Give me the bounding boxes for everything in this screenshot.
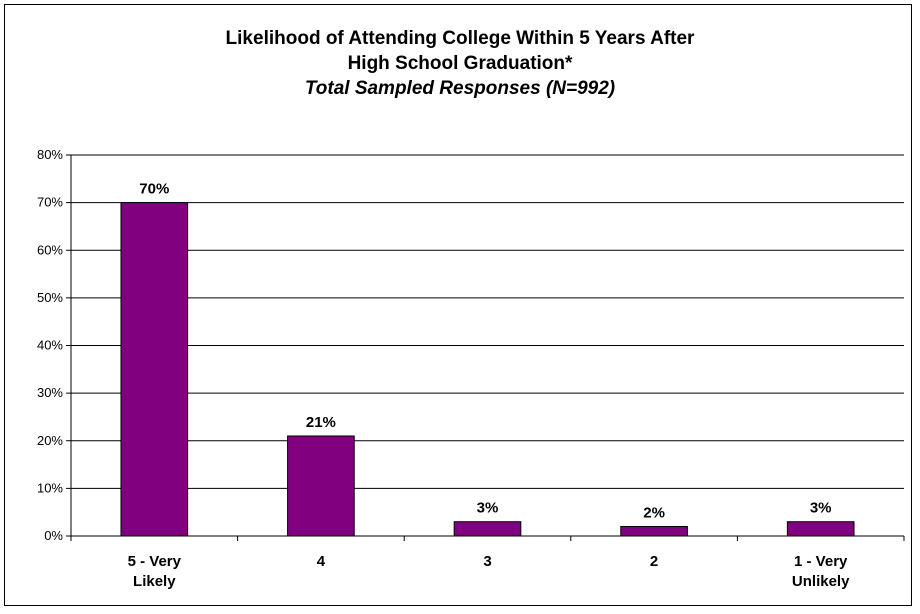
data-label: 21% <box>306 414 336 431</box>
x-category-label: 2 <box>650 553 658 570</box>
y-tick-label: 40% <box>37 338 63 353</box>
data-label: 2% <box>643 504 665 521</box>
chart-subtitle: Total Sampled Responses (N=992) <box>304 78 616 99</box>
y-tick-label: 30% <box>37 385 63 400</box>
y-tick-label: 0% <box>44 528 63 543</box>
data-label: 70% <box>139 181 169 198</box>
bar <box>453 521 522 537</box>
x-category-label: Unlikely <box>792 573 850 590</box>
y-tick-label: 50% <box>37 290 63 305</box>
bar <box>287 435 355 537</box>
y-tick-label: 80% <box>37 147 63 162</box>
chart-title-line-1: Likelihood of Attending College Within 5… <box>225 28 695 49</box>
chart-title-line-2: High School Graduation* <box>347 53 573 74</box>
data-label: 3% <box>477 500 499 517</box>
x-category-label: 1 - Very <box>794 553 848 570</box>
x-category-label: 3 <box>483 553 491 570</box>
x-category-label: 4 <box>317 553 326 570</box>
data-label: 3% <box>810 500 832 517</box>
y-tick-label: 60% <box>37 242 63 257</box>
bar <box>620 525 688 537</box>
y-tick-label: 10% <box>37 480 63 495</box>
bar <box>786 521 855 537</box>
x-category-label: 5 - Very <box>128 553 182 570</box>
y-tick-label: 70% <box>37 195 63 210</box>
x-category-label: Likely <box>133 573 176 590</box>
bar <box>120 202 189 537</box>
y-tick-label: 20% <box>37 433 63 448</box>
